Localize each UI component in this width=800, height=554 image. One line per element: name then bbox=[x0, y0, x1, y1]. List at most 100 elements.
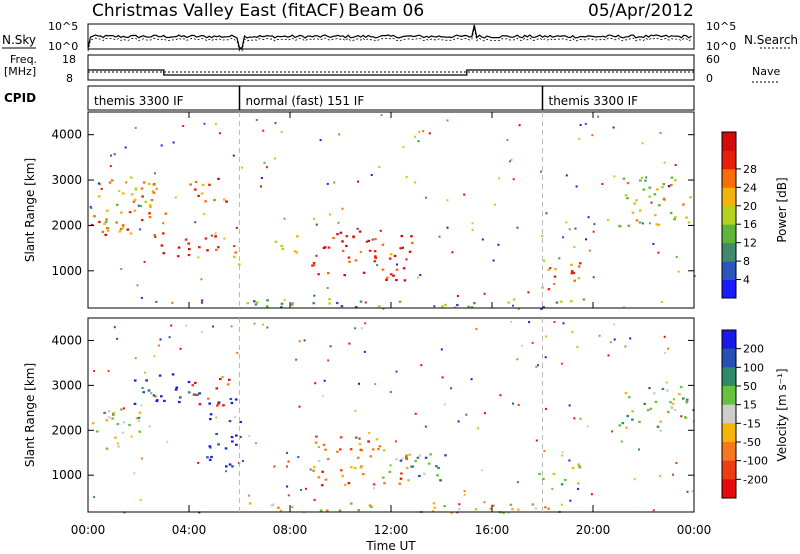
data-cell bbox=[431, 510, 435, 513]
data-cell bbox=[215, 248, 218, 251]
data-cell bbox=[210, 234, 213, 237]
data-cell bbox=[376, 264, 379, 267]
data-cell bbox=[354, 259, 358, 262]
data-cell bbox=[601, 183, 604, 185]
data-cell bbox=[349, 448, 353, 451]
data-cell bbox=[693, 275, 696, 278]
beam-label: Beam 06 bbox=[348, 1, 424, 21]
data-cell bbox=[139, 499, 142, 502]
data-cell bbox=[372, 483, 376, 486]
data-cell bbox=[141, 195, 144, 198]
data-cell bbox=[577, 487, 579, 490]
data-cell bbox=[395, 268, 399, 271]
data-cell bbox=[613, 323, 616, 326]
data-cell bbox=[433, 305, 436, 308]
data-cell bbox=[644, 179, 647, 182]
x-tick-label: 00:00 bbox=[71, 523, 106, 537]
data-cell bbox=[441, 305, 444, 308]
data-cell bbox=[322, 443, 326, 446]
data-cell bbox=[684, 416, 687, 418]
data-cell bbox=[114, 436, 117, 439]
data-cell bbox=[163, 399, 166, 402]
data-cell bbox=[499, 394, 502, 397]
data-cell bbox=[408, 453, 411, 456]
data-cell bbox=[547, 288, 551, 291]
data-cell bbox=[106, 229, 110, 232]
data-cell bbox=[414, 181, 417, 184]
data-cell bbox=[542, 477, 545, 481]
data-cell bbox=[355, 436, 358, 439]
data-cell bbox=[178, 400, 181, 404]
data-cell bbox=[225, 200, 228, 203]
data-cell bbox=[680, 415, 683, 418]
data-cell bbox=[507, 511, 510, 514]
colorbar-step bbox=[722, 205, 736, 225]
data-cell bbox=[150, 199, 154, 202]
data-cell bbox=[402, 267, 406, 270]
data-cell bbox=[663, 161, 666, 164]
data-cell bbox=[112, 413, 115, 416]
data-cell bbox=[229, 397, 233, 401]
data-cell bbox=[542, 306, 545, 309]
data-cell bbox=[570, 270, 574, 273]
data-cell bbox=[441, 376, 444, 379]
colorbar-step bbox=[722, 168, 736, 188]
data-cell bbox=[312, 469, 315, 472]
x-tick-label: 04:00 bbox=[172, 523, 207, 537]
colorbar-step bbox=[722, 423, 736, 443]
data-cell bbox=[571, 466, 575, 469]
data-cell bbox=[666, 389, 669, 392]
data-cell bbox=[194, 180, 198, 184]
data-cell bbox=[411, 465, 415, 468]
data-cell bbox=[420, 364, 423, 367]
data-cell bbox=[280, 306, 283, 309]
data-cell bbox=[671, 402, 675, 405]
data-cell bbox=[125, 181, 128, 184]
colorbar-tick-label: -15 bbox=[743, 417, 761, 430]
data-cell bbox=[312, 262, 316, 265]
data-cell bbox=[214, 122, 217, 125]
colorbar-tick-label: -50 bbox=[743, 436, 761, 449]
nsky-label: N.Sky bbox=[2, 33, 36, 47]
data-cell bbox=[133, 209, 137, 212]
colorbar-step bbox=[722, 279, 736, 299]
data-cell bbox=[170, 324, 173, 327]
data-cell bbox=[106, 227, 109, 230]
power-colorbar: 4 8 12 16 20 24 28 bbox=[721, 131, 757, 299]
data-cell bbox=[197, 256, 200, 259]
data-cell bbox=[646, 409, 650, 412]
data-cell bbox=[164, 212, 168, 215]
data-cell bbox=[625, 426, 628, 429]
data-cell bbox=[280, 244, 283, 248]
data-cell bbox=[343, 274, 346, 277]
data-cell bbox=[198, 403, 202, 406]
colorbar-tick-label: -100 bbox=[743, 455, 768, 468]
data-cell bbox=[665, 381, 668, 384]
data-cell bbox=[570, 263, 573, 266]
data-cell bbox=[232, 154, 235, 157]
data-cell bbox=[638, 209, 642, 212]
data-cell bbox=[93, 370, 95, 372]
data-cell bbox=[429, 453, 432, 456]
data-cell bbox=[326, 182, 329, 185]
data-cell bbox=[417, 140, 420, 143]
data-cell bbox=[362, 271, 366, 274]
cpid-segment-label: normal (fast) 151 IF bbox=[246, 94, 365, 108]
data-cell bbox=[527, 291, 530, 294]
colorbar-step bbox=[722, 460, 736, 480]
data-cell bbox=[187, 380, 191, 384]
data-cell bbox=[248, 434, 251, 437]
data-cell bbox=[382, 476, 385, 479]
data-cell bbox=[433, 506, 437, 509]
data-cell bbox=[312, 263, 316, 267]
data-cell bbox=[399, 247, 402, 250]
data-cell bbox=[463, 493, 466, 496]
data-cell bbox=[547, 507, 550, 510]
data-cell bbox=[303, 339, 306, 342]
data-cell bbox=[356, 227, 359, 230]
power-ylabel: Slant Range [km] bbox=[23, 158, 37, 262]
data-cell bbox=[673, 408, 677, 411]
data-cell bbox=[367, 239, 371, 242]
data-cell bbox=[450, 387, 453, 390]
